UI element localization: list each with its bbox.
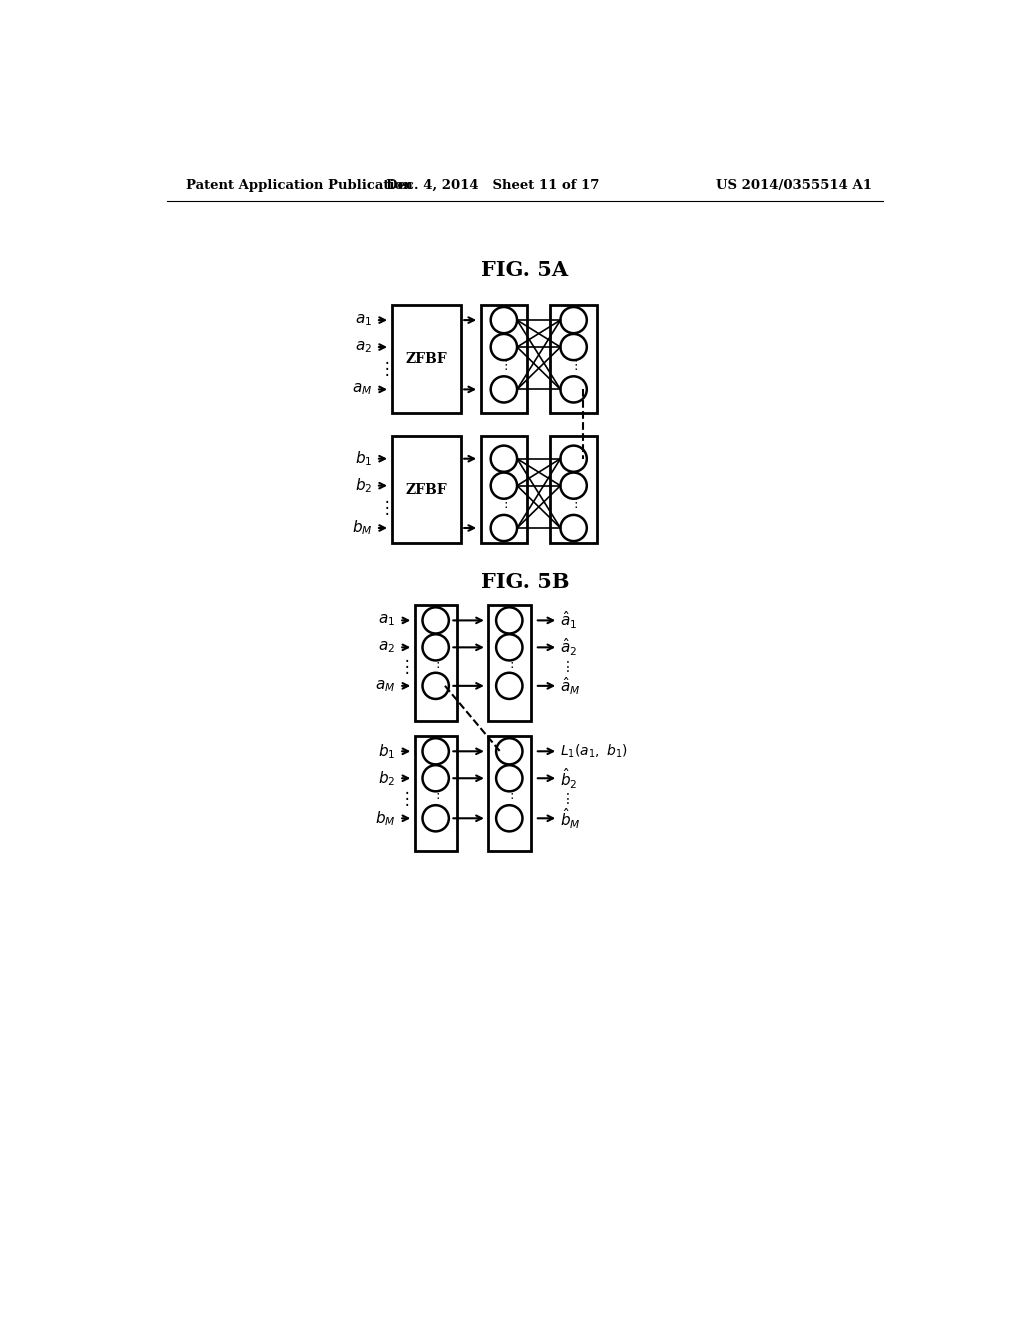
Text: $a_2$: $a_2$ — [355, 339, 372, 355]
Circle shape — [496, 673, 522, 700]
Text: $\vdots$: $\vdots$ — [569, 496, 579, 511]
Bar — [488, 605, 531, 721]
Text: $\vdots$: $\vdots$ — [560, 659, 570, 675]
Text: Patent Application Publication: Patent Application Publication — [186, 178, 413, 191]
Text: $\vdots$: $\vdots$ — [378, 498, 389, 516]
Text: $\hat{a}_2$: $\hat{a}_2$ — [560, 636, 578, 659]
Text: $\vdots$: $\vdots$ — [397, 789, 409, 808]
Text: $\vdots$: $\vdots$ — [505, 788, 514, 801]
Circle shape — [423, 673, 449, 700]
Bar — [550, 305, 597, 412]
Text: $b_1$: $b_1$ — [354, 449, 372, 469]
Circle shape — [496, 766, 522, 792]
Text: $b_2$: $b_2$ — [354, 477, 372, 495]
Text: $\vdots$: $\vdots$ — [397, 657, 409, 676]
Circle shape — [423, 635, 449, 660]
Text: $\vdots$: $\vdots$ — [431, 656, 440, 669]
Bar — [415, 605, 458, 721]
Text: $\hat{b}_2$: $\hat{b}_2$ — [560, 766, 578, 791]
Circle shape — [560, 334, 587, 360]
Text: $a_M$: $a_M$ — [375, 678, 395, 694]
Text: $\vdots$: $\vdots$ — [500, 496, 508, 511]
Circle shape — [423, 766, 449, 792]
Circle shape — [490, 376, 517, 403]
Text: $\hat{b}_M$: $\hat{b}_M$ — [560, 807, 582, 830]
Bar — [480, 305, 527, 412]
Text: $\vdots$: $\vdots$ — [505, 656, 514, 669]
Text: $b_M$: $b_M$ — [351, 519, 372, 537]
Text: $\vdots$: $\vdots$ — [569, 358, 579, 372]
Circle shape — [496, 635, 522, 660]
Circle shape — [490, 308, 517, 333]
Text: $\vdots$: $\vdots$ — [560, 791, 570, 805]
Circle shape — [490, 446, 517, 471]
Circle shape — [490, 515, 517, 541]
Text: $\hat{a}_M$: $\hat{a}_M$ — [560, 675, 581, 697]
Text: $b_M$: $b_M$ — [375, 809, 395, 828]
Circle shape — [560, 446, 587, 471]
Text: $\hat{a}_1$: $\hat{a}_1$ — [560, 610, 578, 631]
Text: Dec. 4, 2014   Sheet 11 of 17: Dec. 4, 2014 Sheet 11 of 17 — [386, 178, 599, 191]
Text: ZFBF: ZFBF — [406, 351, 447, 366]
Text: $a_2$: $a_2$ — [378, 639, 395, 655]
Bar — [415, 737, 458, 851]
Circle shape — [490, 334, 517, 360]
Bar — [488, 737, 531, 851]
Text: $\vdots$: $\vdots$ — [431, 788, 440, 801]
Bar — [391, 305, 461, 412]
Circle shape — [496, 607, 522, 634]
Circle shape — [560, 515, 587, 541]
Circle shape — [423, 805, 449, 832]
Circle shape — [560, 376, 587, 403]
Text: ZFBF: ZFBF — [406, 483, 447, 496]
Circle shape — [423, 738, 449, 764]
Circle shape — [496, 738, 522, 764]
Bar — [550, 436, 597, 544]
Text: FIG. 5A: FIG. 5A — [481, 260, 568, 280]
Text: $b_2$: $b_2$ — [378, 768, 395, 788]
Text: FIG. 5B: FIG. 5B — [480, 572, 569, 591]
Circle shape — [490, 473, 517, 499]
Circle shape — [560, 308, 587, 333]
Text: $b_1$: $b_1$ — [378, 742, 395, 760]
Text: $\vdots$: $\vdots$ — [378, 359, 389, 378]
Text: $a_M$: $a_M$ — [352, 381, 372, 397]
Text: $a_1$: $a_1$ — [355, 313, 372, 327]
Text: $a_1$: $a_1$ — [378, 612, 395, 628]
Circle shape — [423, 607, 449, 634]
Bar — [391, 436, 461, 544]
Text: $L_1(a_1,\ b_1)$: $L_1(a_1,\ b_1)$ — [560, 743, 629, 760]
Circle shape — [560, 473, 587, 499]
Bar — [480, 436, 527, 544]
Text: US 2014/0355514 A1: US 2014/0355514 A1 — [716, 178, 872, 191]
Text: $\vdots$: $\vdots$ — [500, 358, 508, 372]
Circle shape — [496, 805, 522, 832]
